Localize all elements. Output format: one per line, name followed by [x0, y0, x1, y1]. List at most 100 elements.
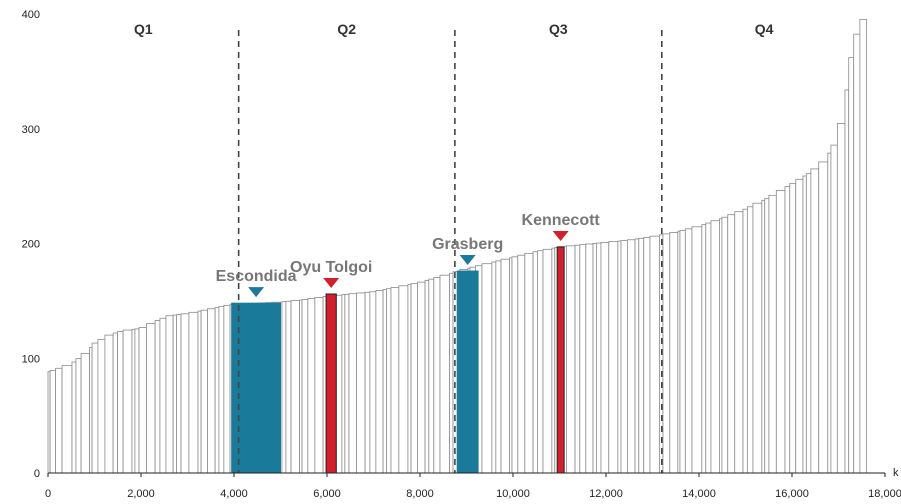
highlight-bar-kennecott — [556, 246, 565, 474]
y-tick-label: 0 — [34, 468, 40, 480]
marker-triangle-icon — [459, 255, 476, 266]
cost-bar — [500, 258, 510, 474]
y-tick-label: 300 — [22, 124, 40, 136]
cost-bar — [356, 292, 366, 474]
cost-bar — [428, 278, 435, 474]
cost-bar — [344, 293, 350, 474]
x-tick-label: 14,000 — [682, 488, 716, 500]
cost-bar — [417, 281, 426, 474]
cost-bar — [620, 240, 628, 474]
cost-bar — [61, 365, 73, 474]
cost-bar — [608, 241, 619, 474]
cost-bar — [285, 300, 292, 474]
x-tick-label: 10,000 — [496, 488, 530, 500]
cost-bar — [398, 285, 409, 474]
highlight-bar-grasberg — [456, 270, 479, 474]
cost-bar — [643, 237, 651, 474]
cost-bar — [789, 182, 797, 474]
cost-bar — [532, 251, 538, 474]
cost-bar — [585, 243, 594, 474]
cost-bar — [154, 320, 161, 474]
cost-bar — [439, 274, 450, 474]
cost-bar — [207, 308, 216, 474]
cost-bar — [146, 323, 156, 474]
y-tick-label: 200 — [22, 239, 40, 251]
x-tick-label: 4,000 — [220, 488, 248, 500]
cost-bar — [764, 198, 770, 474]
cost-bar — [511, 256, 519, 474]
cost-bar — [617, 240, 622, 474]
cost-bar — [805, 173, 812, 474]
cost-bar — [97, 338, 106, 474]
cost-bar — [830, 144, 838, 474]
cost-bar — [595, 242, 602, 474]
cost-bar — [524, 252, 534, 474]
cost-bar — [752, 202, 763, 474]
quartile-label-q1: Q1 — [134, 21, 153, 37]
marker-triangle-icon — [323, 277, 340, 288]
cost-bar — [802, 175, 807, 474]
label-kennecott: Kennecott — [522, 212, 601, 229]
cost-bar — [734, 211, 744, 474]
label-grasberg: Grasberg — [432, 236, 503, 253]
cost-bar — [55, 367, 63, 474]
cost-bar — [433, 277, 441, 474]
cost-bar — [112, 332, 118, 474]
cost-bar — [49, 369, 56, 474]
cost-bar — [348, 293, 357, 474]
cost-bar — [410, 283, 418, 474]
cost-bar — [172, 314, 177, 474]
cost-bar — [579, 244, 587, 474]
quartile-lines — [237, 30, 663, 473]
cost-bar — [859, 18, 867, 474]
highlight-bars — [231, 246, 565, 474]
marker-triangle-icon — [552, 230, 569, 241]
cost-bar — [848, 57, 855, 474]
cost-bar — [188, 311, 199, 474]
cost-bar — [369, 291, 377, 474]
cost-bar — [407, 284, 412, 474]
cost-bar — [495, 260, 502, 474]
y-axis-ticks: 0 100 200 300 400 — [22, 9, 40, 480]
cost-bar — [314, 297, 324, 474]
cost-bar — [565, 245, 576, 474]
label-oyu-tolgoi: Oyu Tolgoi — [290, 259, 372, 276]
cost-bar — [117, 330, 124, 474]
cost-bar — [592, 243, 597, 474]
cost-bar — [424, 280, 430, 474]
quartile-label-q4: Q4 — [755, 21, 774, 37]
cost-bar — [710, 220, 720, 474]
cost-bar — [761, 199, 766, 474]
quartile-label-q2: Q2 — [337, 21, 356, 37]
cost-bar — [701, 224, 707, 474]
cost-bar — [382, 289, 387, 474]
cost-bar — [853, 33, 861, 474]
x-tick-label: 18,000 — [868, 488, 901, 500]
cost-bar — [218, 306, 225, 474]
cost-bar — [159, 317, 167, 474]
cost-bar — [844, 89, 850, 474]
x-tick-label: 8,000 — [406, 488, 434, 500]
cost-bar — [104, 334, 114, 474]
cost-bar — [679, 229, 686, 474]
cost-bar — [214, 307, 220, 474]
cost-bar — [626, 239, 636, 474]
quartile-labels: Q1 Q2 Q3 Q4 — [134, 21, 774, 37]
cost-bar — [176, 314, 182, 474]
cost-bar — [684, 228, 693, 474]
cost-bar — [768, 194, 777, 474]
cost-bar — [290, 300, 300, 474]
x-axis-unit: k — [893, 467, 899, 479]
cost-bar — [537, 250, 544, 474]
cost-bar — [517, 254, 526, 474]
cost-bar — [638, 237, 645, 474]
cost-bar — [542, 248, 553, 474]
cost-bar — [134, 328, 140, 474]
cost-bar — [200, 309, 208, 474]
x-tick-label: 2,000 — [127, 488, 155, 500]
cost-bar — [551, 247, 556, 474]
cost-bar — [705, 222, 712, 474]
cost-bar — [727, 214, 736, 474]
x-axis-ticks: 0 2,000 4,000 6,000 8,000 10,000 12,000 14,000 1… — [45, 473, 901, 500]
cost-bar — [223, 304, 231, 474]
